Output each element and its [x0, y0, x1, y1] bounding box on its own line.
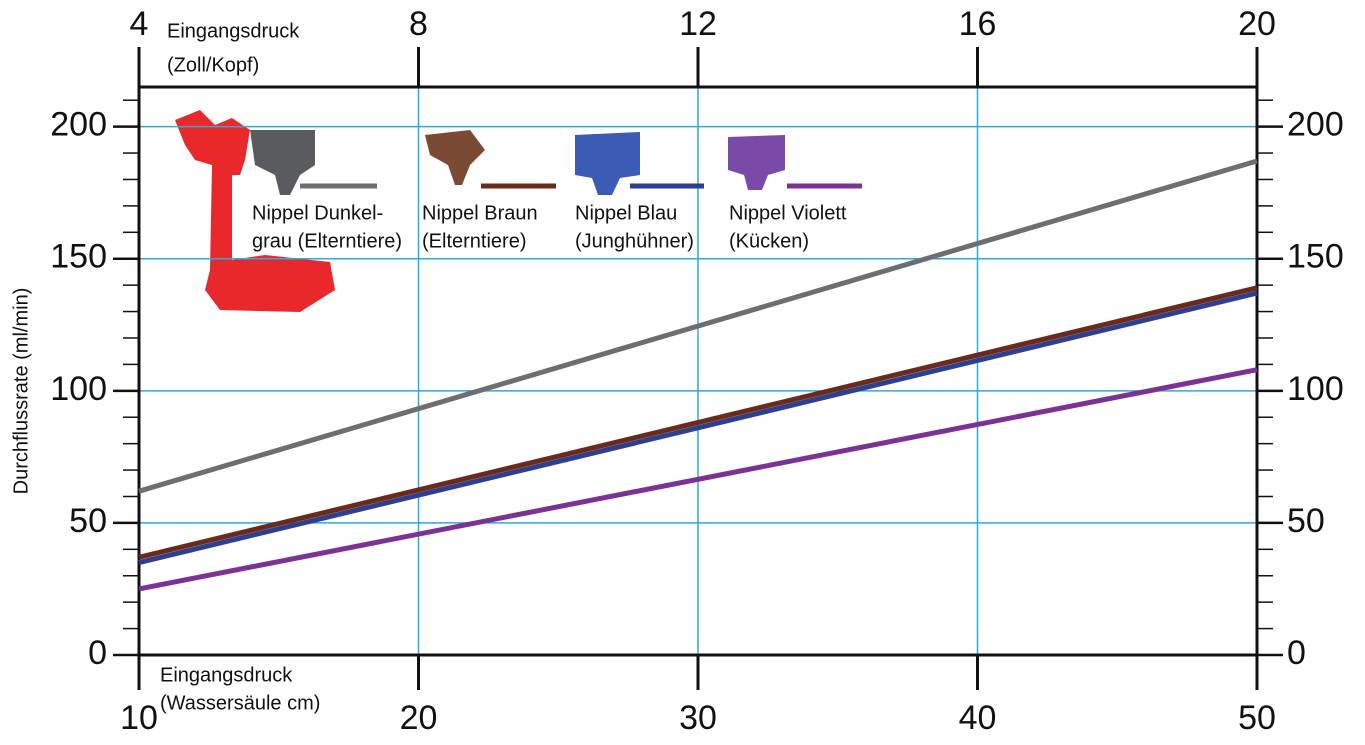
legend-label: (Elterntiere) — [422, 230, 526, 252]
x2-tick-label: 20 — [1238, 5, 1276, 43]
x2-tick-label: 4 — [130, 5, 149, 43]
series-line — [138, 290, 1258, 565]
x-tick-label: 20 — [400, 699, 438, 737]
legend-label: (Kücken) — [729, 230, 809, 252]
legend-label: grau (Elterntiere) — [252, 230, 402, 252]
y-tick-label: 200 — [50, 106, 107, 144]
y-tick-label: 150 — [50, 238, 107, 276]
legend-label: Nippel Braun — [422, 202, 538, 224]
x-tick-label: 50 — [1238, 699, 1276, 737]
x2-axis-label: (Zoll/Kopf) — [167, 54, 259, 76]
legend-label: Nippel Violett — [729, 202, 847, 224]
legend-label: (Junghühner) — [575, 230, 694, 252]
x2-tick-label: 8 — [409, 5, 428, 43]
series-line — [138, 158, 1258, 494]
y-tick-label: 0 — [88, 634, 107, 672]
x-tick-label: 40 — [959, 699, 997, 737]
x-axis-label: Eingangsdruck — [160, 664, 293, 686]
y2-tick-label: 50 — [1287, 502, 1325, 540]
x2-axis-label: Eingangsdruck — [167, 20, 300, 42]
y2-tick-label: 200 — [1287, 106, 1344, 144]
drinker-icon — [175, 110, 785, 312]
x2-tick-label: 12 — [679, 5, 717, 43]
y-tick-label: 100 — [50, 370, 107, 408]
legend-label: Nippel Dunkel- — [252, 202, 383, 224]
x-tick-label: 30 — [679, 699, 717, 737]
y2-tick-label: 150 — [1287, 238, 1344, 276]
legend-label: Nippel Blau — [575, 202, 677, 224]
x-tick-label: 10 — [120, 699, 158, 737]
y-tick-label: 50 — [69, 502, 107, 540]
series-line — [138, 367, 1258, 592]
y2-tick-label: 0 — [1287, 634, 1306, 672]
grid — [138, 87, 1258, 656]
x-axis-label: (Wassersäule cm) — [160, 692, 320, 714]
x2-tick-label: 16 — [959, 5, 997, 43]
series-line — [138, 285, 1258, 560]
y2-tick-label: 100 — [1287, 370, 1344, 408]
y-axis-label: Durchflussrate (ml/min) — [10, 288, 32, 495]
